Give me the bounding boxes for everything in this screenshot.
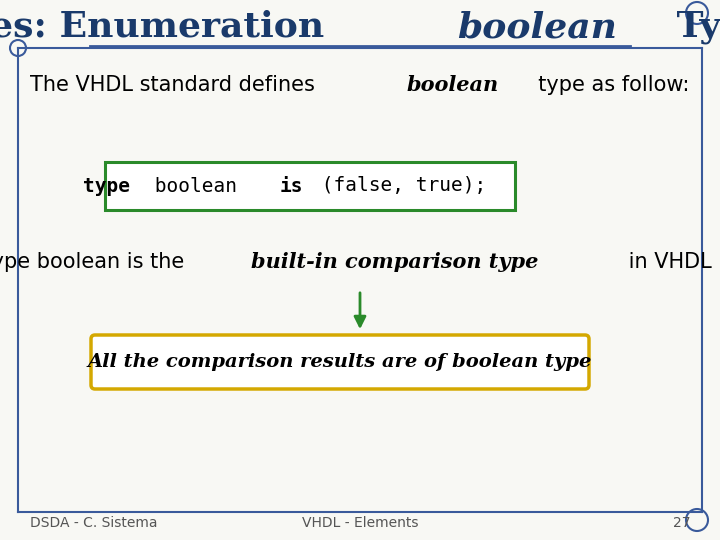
Text: (false, true);: (false, true); (310, 177, 486, 195)
Text: 27: 27 (672, 516, 690, 530)
Text: built-in comparison type: built-in comparison type (251, 252, 539, 272)
Text: Types: Enumeration: Types: Enumeration (0, 10, 337, 44)
Text: in VHDL: in VHDL (622, 252, 712, 272)
Text: boolean: boolean (458, 10, 618, 44)
Text: type: type (83, 177, 130, 195)
Text: VHDL - Elements: VHDL - Elements (302, 516, 418, 530)
Text: All the comparison results are of boolean type: All the comparison results are of boolea… (88, 353, 592, 371)
Text: type as follow:: type as follow: (525, 75, 689, 95)
Text: The VHDL standard defines: The VHDL standard defines (30, 75, 322, 95)
Text: Type boolean is the: Type boolean is the (0, 252, 191, 272)
Text: boolean: boolean (406, 75, 498, 95)
FancyBboxPatch shape (105, 162, 515, 210)
Text: DSDA - C. Sistema: DSDA - C. Sistema (30, 516, 158, 530)
Text: is: is (279, 177, 303, 195)
Text: boolean: boolean (143, 177, 249, 195)
FancyBboxPatch shape (91, 335, 589, 389)
Text: Type: Type (664, 10, 720, 44)
